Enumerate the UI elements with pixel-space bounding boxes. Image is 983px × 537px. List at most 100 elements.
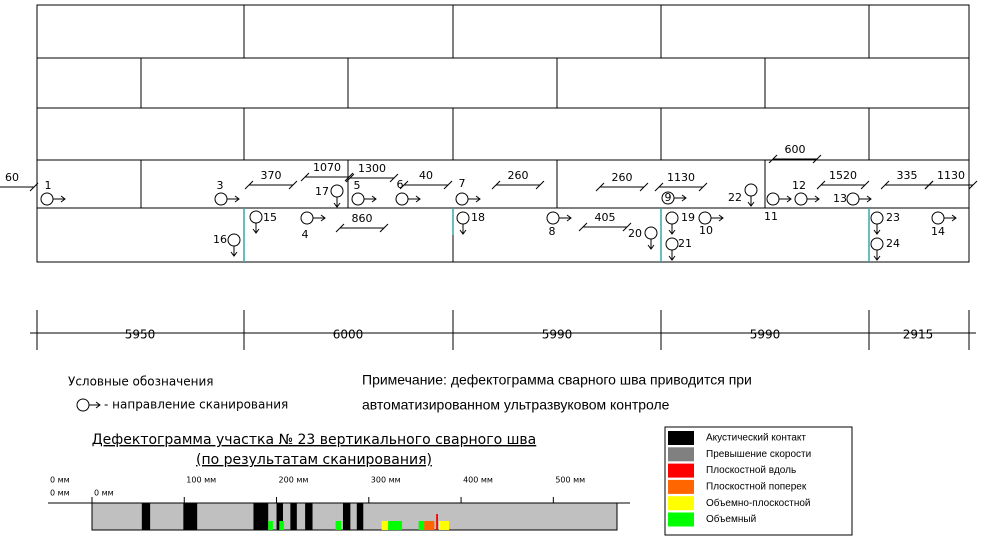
kind-swatch	[668, 479, 694, 494]
marker-label: 14	[931, 225, 945, 238]
scan-arrow	[313, 214, 326, 222]
scan-arrow	[252, 223, 260, 234]
dimension-tick	[654, 182, 708, 192]
scan-arrow	[859, 195, 872, 203]
defect	[253, 503, 269, 530]
dimension-label: 370	[261, 169, 282, 182]
defect	[290, 503, 297, 530]
scan-circle	[846, 192, 860, 206]
marker-label: 8	[549, 225, 556, 238]
scan-circle	[870, 211, 884, 225]
dimension-tick	[924, 180, 978, 190]
plate-lengths: 5950 6000 5990 5990 2915	[125, 328, 934, 342]
scan-circle	[744, 183, 758, 197]
scan-circle	[300, 211, 314, 225]
scan-circle	[665, 237, 679, 251]
defectogram-title: Дефектограмма участка № 23 вертикального…	[92, 432, 537, 448]
scan-seams	[243, 208, 870, 262]
dimension-tick	[595, 182, 649, 192]
defect	[356, 503, 364, 530]
kind-legend-frame	[664, 426, 853, 536]
kind-swatch	[668, 463, 694, 478]
defect	[183, 503, 198, 530]
scan-arrow	[468, 195, 481, 203]
dimension-tick	[244, 180, 298, 190]
marker-label: 4	[302, 228, 309, 241]
scan-arrow	[647, 239, 655, 250]
scan-circle	[644, 226, 658, 240]
defect-strip: 0 мм 100 мм 200 мм 300 мм 400 мм 500 мм	[91, 476, 618, 531]
kind-legend: Акустический контакт Превышение скорости П…	[668, 431, 811, 527]
dimension-label: 860	[352, 212, 373, 225]
x-tick-label: 100 мм	[186, 476, 216, 485]
dimension-label: 260	[508, 169, 529, 182]
scan-circle	[227, 233, 241, 247]
defect	[438, 521, 450, 530]
marker-label: 16	[213, 233, 227, 246]
marker-label: 12	[792, 179, 806, 192]
dimensions: 60 370 1070 1300 40 260 260 1130 600 1520 335 1130 8…	[0, 143, 978, 233]
dimension-label: 260	[612, 171, 633, 184]
marker-label: 3	[217, 179, 224, 192]
marker-label: 22	[728, 191, 742, 204]
tank-plates	[36, 4, 970, 263]
scan-circle	[766, 192, 780, 206]
dimension-tick	[399, 180, 453, 190]
scan-circle	[931, 211, 945, 225]
marker-label: 11	[764, 210, 778, 223]
x-tick-label: 500 мм	[555, 476, 585, 485]
marker-label: 23	[886, 211, 900, 224]
marker-label: 20	[628, 227, 642, 240]
marker-label: 9	[665, 191, 672, 204]
marker-label: 21	[678, 237, 692, 250]
dimension-tick	[491, 180, 545, 190]
scan-arrow	[459, 224, 467, 235]
defect	[141, 503, 151, 530]
marker-label: 5	[354, 179, 361, 192]
marker-label: 24	[886, 237, 900, 250]
scan-arrow	[668, 224, 676, 235]
plate-length: 5950	[125, 328, 156, 342]
marker-label: 6	[397, 178, 404, 191]
note-line: Примечание: дефектограмма сварного шва п…	[362, 372, 752, 388]
dimension-label: 1300	[358, 162, 386, 175]
kind-label: Акустический контакт	[706, 433, 806, 444]
bottom-dimension	[30, 310, 976, 350]
defect	[388, 521, 403, 530]
scan-arrow	[364, 195, 377, 203]
marker-label: 15	[263, 211, 277, 224]
scan-arrow	[807, 195, 820, 203]
side-label: 0 мм	[50, 489, 70, 498]
scan-arrow	[873, 250, 881, 261]
marker-label: 13	[833, 192, 847, 205]
plate-length: 5990	[542, 328, 573, 342]
dimension-label: 40	[419, 169, 433, 182]
scan-arrow	[711, 214, 724, 222]
marker-label: 19	[681, 211, 695, 224]
defect	[276, 503, 283, 530]
kind-swatch	[668, 512, 694, 527]
dimension-label: 60	[5, 171, 19, 184]
scan-circle	[870, 237, 884, 251]
dim-line	[30, 310, 976, 350]
scan-circle	[40, 192, 54, 206]
scan-circle	[249, 210, 263, 224]
legend-title: Условные обозначения	[68, 375, 214, 389]
scan-circle	[698, 211, 712, 225]
scan-arrow	[53, 195, 66, 203]
legend-icon	[76, 398, 101, 412]
scan-arrow	[333, 197, 341, 208]
scan-circle	[455, 192, 469, 206]
scan-circle	[214, 192, 228, 206]
defect	[342, 503, 351, 530]
marker-label: 18	[471, 211, 485, 224]
scan-arrow	[873, 224, 881, 235]
dimension-tick	[816, 180, 870, 190]
x-tick-label: 400 мм	[463, 476, 493, 485]
kind-label: Объемный	[706, 513, 756, 525]
legend-scan: - направление сканирования	[104, 398, 288, 412]
dimension-label: 1130	[667, 171, 695, 184]
kind-swatch	[668, 447, 694, 462]
